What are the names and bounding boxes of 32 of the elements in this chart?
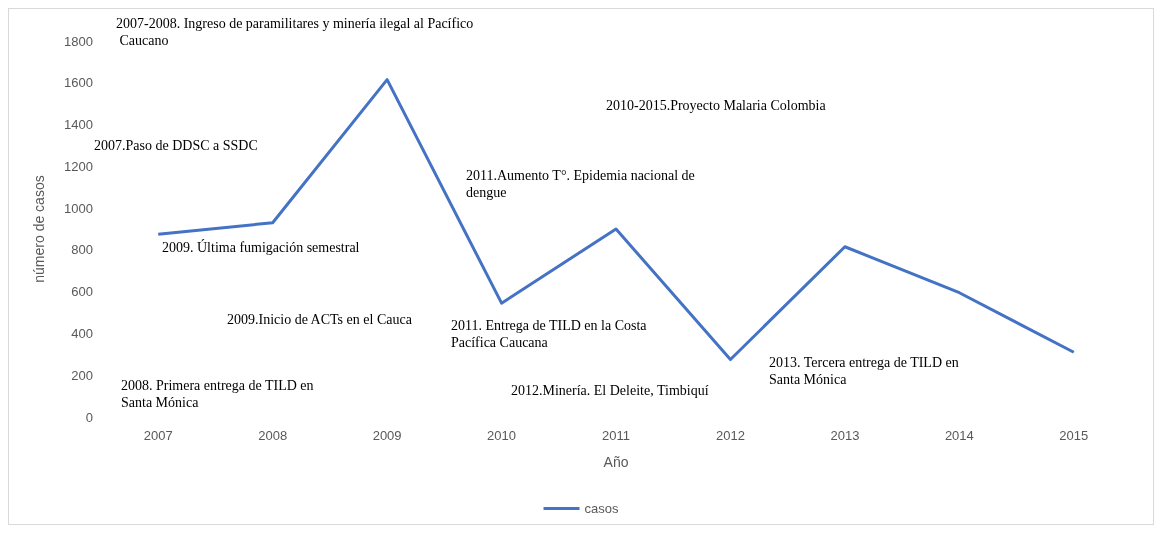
annotation: 2013. Tercera entrega de TILD en Santa Mónica <box>769 355 963 387</box>
annotation: 2007-2008. Ingreso de paramilitares y minería ilegal al Pacífico Caucano <box>116 16 474 48</box>
annotation: 2011. Entrega de TILD en la Costa Pacífica Caucana <box>451 318 651 350</box>
annotation: 2010-2015.Proyecto Malaria Colombia <box>606 98 827 113</box>
x-tick-label: 2007 <box>143 428 173 443</box>
y-tick-label: 1800 <box>64 33 93 49</box>
x-tick-label: 2013 <box>830 428 860 443</box>
x-tick-label: 2009 <box>372 428 402 443</box>
y-tick-label: 1200 <box>64 158 93 174</box>
x-tick-label: 2015 <box>1059 428 1089 443</box>
y-tick-label: 800 <box>71 242 93 258</box>
y-tick-label: 200 <box>71 367 93 383</box>
annotation: 2009.Inicio de ACTs en el Cauca <box>227 312 413 327</box>
y-tick-label: 600 <box>71 284 93 300</box>
annotation: 2008. Primera entrega de TILD en Santa Mónica <box>121 378 318 410</box>
y-axis-title: número de casos <box>31 175 47 283</box>
annotation: 2012.Minería. El Deleite, Timbiquí <box>511 383 709 398</box>
x-tick-label: 2012 <box>715 428 745 443</box>
y-tick-label: 400 <box>71 325 93 341</box>
x-tick-label: 2008 <box>258 428 288 443</box>
annotation: 2009. Última fumigación semestral <box>162 239 360 255</box>
y-tick-label: 0 <box>85 409 93 425</box>
y-tick-label: 1000 <box>64 200 93 216</box>
legend-label: casos <box>584 501 619 516</box>
annotation: 2011.Aumento T°. Epidemia nacional de dengue <box>466 168 699 200</box>
x-axis-title: Año <box>603 454 629 470</box>
x-tick-label: 2014 <box>944 428 974 443</box>
y-tick-label: 1400 <box>64 117 93 133</box>
x-tick-label: 2011 <box>602 428 630 443</box>
x-tick-label: 2010 <box>487 428 517 443</box>
annotation: 2007.Paso de DDSC a SSDC <box>94 138 258 153</box>
y-tick-label: 1600 <box>64 75 93 91</box>
